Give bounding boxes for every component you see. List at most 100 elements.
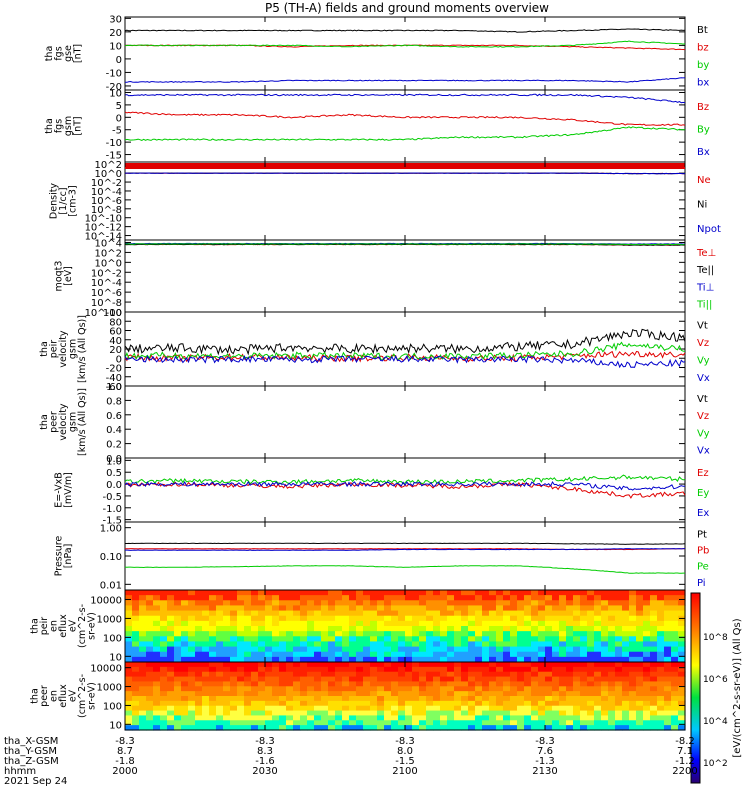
heatmap-cell xyxy=(202,636,210,643)
heatmap-cell xyxy=(615,631,623,637)
heatmap-cell xyxy=(615,626,623,632)
heatmap-cell xyxy=(188,715,196,721)
heatmap-cell xyxy=(230,595,238,601)
heatmap-cell xyxy=(223,620,231,627)
heatmap-cell xyxy=(146,610,154,617)
heatmap-cell xyxy=(559,620,567,627)
heatmap-cell xyxy=(230,686,238,692)
heatmap-cell xyxy=(489,700,497,707)
heatmap-cell xyxy=(580,641,588,648)
heatmap-cell xyxy=(265,656,273,663)
y-axis-label: tha xyxy=(39,414,50,430)
heatmap-cell xyxy=(552,595,560,601)
heatmap-cell xyxy=(580,590,588,596)
heatmap-cell xyxy=(412,666,420,673)
heatmap-cell xyxy=(594,710,602,717)
heatmap-cell xyxy=(447,620,455,627)
heatmap-cell xyxy=(174,626,182,632)
heatmap-cell xyxy=(419,705,427,712)
heatmap-cell xyxy=(608,696,616,702)
heatmap-cell xyxy=(433,696,441,702)
heatmap-cell xyxy=(363,710,371,717)
heatmap-cell xyxy=(643,720,651,726)
heatmap-cell xyxy=(188,600,196,607)
heatmap-cell xyxy=(594,700,602,707)
heatmap-cell xyxy=(510,666,518,673)
heatmap-cell xyxy=(482,725,490,731)
heatmap-cell xyxy=(328,605,336,612)
heatmap-cell xyxy=(153,691,161,697)
heatmap-cell xyxy=(496,651,504,658)
heatmap-cell xyxy=(167,676,175,683)
heatmap-cell xyxy=(335,691,343,697)
heatmap-cell xyxy=(587,715,595,721)
heatmap-cell xyxy=(265,636,273,643)
heatmap-cell xyxy=(545,720,553,726)
heatmap-cell xyxy=(363,700,371,707)
series-line xyxy=(124,565,685,574)
heatmap-cell xyxy=(615,590,623,596)
heatmap-cell xyxy=(216,681,224,687)
heatmap-cell xyxy=(363,610,371,617)
heatmap-cell xyxy=(643,662,651,668)
heatmap-cell xyxy=(398,725,406,731)
heatmap-cell xyxy=(671,626,679,632)
heatmap-cell xyxy=(538,705,546,712)
heatmap-cell xyxy=(454,656,462,663)
heatmap-cell xyxy=(230,631,238,637)
heatmap-cell xyxy=(594,641,602,648)
heatmap-cell xyxy=(153,595,161,601)
series-line xyxy=(124,328,686,356)
heatmap-cell xyxy=(461,656,469,663)
heatmap-cell xyxy=(671,671,679,678)
heatmap-cell xyxy=(139,641,147,648)
heatmap-cell xyxy=(419,641,427,648)
y-tick-label: 10^-8 xyxy=(91,298,122,309)
heatmap-cell xyxy=(552,590,560,596)
heatmap-cell xyxy=(279,615,287,622)
heatmap-cell xyxy=(573,595,581,601)
heatmap-cell xyxy=(230,605,238,612)
heatmap-cell xyxy=(587,641,595,648)
heatmap-cell xyxy=(230,681,238,687)
heatmap-cell xyxy=(482,681,490,687)
heatmap-cell xyxy=(405,662,413,668)
heatmap-cell xyxy=(580,710,588,717)
heatmap-cell xyxy=(650,725,658,731)
heatmap-cell xyxy=(545,671,553,678)
heatmap-cell xyxy=(608,671,616,678)
heatmap-cell xyxy=(349,605,357,612)
heatmap-cell xyxy=(244,700,252,707)
heatmap-cell xyxy=(426,686,434,692)
heatmap-cell xyxy=(370,615,378,622)
heatmap-cell xyxy=(223,705,231,712)
heatmap-cell xyxy=(608,620,616,627)
heatmap-cell xyxy=(300,646,308,653)
heatmap-cell xyxy=(321,600,329,607)
date-label: 2021 Sep 24 xyxy=(4,776,67,787)
heatmap-cell xyxy=(601,671,609,678)
heatmap-cell xyxy=(426,651,434,658)
heatmap-cell xyxy=(447,646,455,653)
heatmap-cell xyxy=(468,720,476,726)
legend-entry: Vz xyxy=(697,411,709,422)
heatmap-cell xyxy=(125,666,133,673)
heatmap-cell xyxy=(167,686,175,692)
heatmap-cell xyxy=(524,705,532,712)
heatmap-cell xyxy=(517,656,525,663)
heatmap-cell xyxy=(524,671,532,678)
heatmap-cell xyxy=(384,605,392,612)
heatmap-cell xyxy=(671,610,679,617)
heatmap-cell xyxy=(307,605,315,612)
heatmap-cell xyxy=(517,696,525,702)
y-tick-label: -10 xyxy=(106,138,122,149)
heatmap-cell xyxy=(559,615,567,622)
panel-frame xyxy=(124,521,686,591)
heatmap-cell xyxy=(657,620,665,627)
legend-entry: Vy xyxy=(697,356,710,367)
heatmap-cell xyxy=(482,620,490,627)
heatmap-cell xyxy=(272,715,280,721)
heatmap-cell xyxy=(363,662,371,668)
heatmap-cell xyxy=(356,676,364,683)
